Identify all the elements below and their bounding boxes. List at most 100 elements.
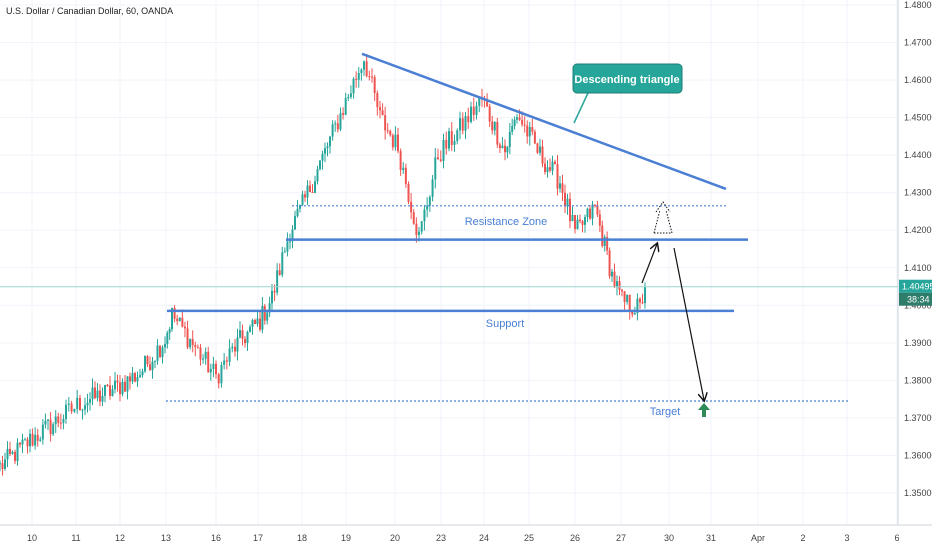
- candle-body: [437, 157, 439, 160]
- candle-body: [301, 194, 304, 205]
- candle-body: [407, 183, 410, 202]
- candle-body: [6, 448, 9, 460]
- candle-body: [244, 338, 246, 344]
- candle-body: [209, 368, 212, 373]
- candle-body: [551, 161, 554, 171]
- support-label: Support: [486, 318, 525, 330]
- candle-body: [281, 252, 284, 275]
- candle-body: [513, 119, 516, 127]
- candle-body: [594, 204, 596, 206]
- candles-layer: [0, 53, 646, 476]
- price-tick-label: 1.44000: [904, 150, 932, 160]
- candle-body: [261, 306, 264, 330]
- symbol-title: U.S. Dollar / Canadian Dollar, 60, OANDA: [6, 6, 173, 16]
- candle-body: [561, 183, 564, 193]
- candle-body: [239, 330, 241, 338]
- candle-body: [286, 241, 289, 252]
- candle-body: [181, 317, 184, 327]
- candle-body: [611, 271, 613, 277]
- candle-body: [29, 433, 31, 447]
- candle-body: [546, 167, 549, 173]
- candle-body: [114, 380, 116, 390]
- candle-body: [241, 330, 244, 339]
- candle-body: [131, 373, 134, 382]
- candle-body: [159, 345, 161, 357]
- candle-body: [618, 281, 621, 290]
- candle-body: [119, 382, 121, 395]
- descending-triangle-line[interactable]: [361, 52, 727, 191]
- candle-body: [486, 100, 489, 107]
- price-tick-label: 1.38000: [904, 375, 932, 385]
- candle-body: [256, 318, 259, 324]
- candle-body: [616, 281, 618, 287]
- candle-body: [521, 119, 524, 125]
- candle-body: [186, 328, 189, 348]
- current-price-badge: [899, 279, 932, 293]
- candle-body: [99, 390, 101, 402]
- date-tick-label: 17: [253, 533, 263, 543]
- candle-body: [36, 434, 39, 441]
- callout-box[interactable]: [572, 63, 683, 94]
- candle-body: [453, 141, 456, 145]
- current-price-label: 1.40495: [902, 282, 932, 292]
- candle-body: [204, 351, 207, 359]
- candle-body: [84, 405, 86, 410]
- candle-body: [249, 326, 251, 332]
- candle-body: [168, 329, 171, 333]
- candle-body: [283, 251, 286, 253]
- candle-body: [59, 422, 62, 424]
- candle-body: [349, 93, 352, 97]
- candle-body: [104, 385, 106, 396]
- candle-body: [225, 360, 228, 362]
- candle-body: [579, 219, 581, 222]
- candle-body: [404, 167, 407, 184]
- candle-body: [566, 198, 569, 207]
- candle-body: [412, 212, 415, 224]
- candle-body: [355, 78, 358, 80]
- candle-body: [154, 360, 156, 362]
- countdown-badge: [899, 292, 932, 306]
- candle-body: [559, 183, 561, 189]
- candle-body: [336, 123, 339, 130]
- date-tick-label: 23: [436, 533, 446, 543]
- date-tick-label: 18: [297, 533, 307, 543]
- candle-body: [259, 318, 261, 330]
- candle-body: [621, 289, 623, 292]
- candle-body: [54, 416, 57, 425]
- candle-body: [536, 143, 539, 153]
- candle-body: [251, 320, 254, 327]
- price-axis-background: [898, 0, 932, 550]
- candle-body: [639, 298, 641, 303]
- candle-body: [289, 241, 291, 243]
- candle-body: [410, 201, 413, 213]
- candle-body: [357, 73, 360, 80]
- candle-body: [472, 106, 475, 115]
- candle-body: [539, 146, 541, 153]
- candle-body: [445, 139, 448, 149]
- candle-body: [569, 198, 571, 222]
- candle-body: [0, 463, 1, 465]
- candle-body: [628, 294, 631, 312]
- candle-body: [141, 371, 144, 376]
- date-tick-label: 3: [844, 533, 849, 543]
- up-arrow: [641, 244, 657, 284]
- pullback-arrow: [653, 209, 673, 234]
- candle-body: [136, 377, 139, 382]
- date-tick-label: Apr: [751, 533, 765, 543]
- candle-body: [156, 345, 159, 361]
- candle-body: [44, 420, 47, 425]
- candle-body: [586, 208, 589, 218]
- candle-body: [344, 98, 347, 115]
- candle-body: [21, 439, 24, 445]
- candle-body: [161, 347, 164, 357]
- candle-body: [402, 167, 405, 170]
- candle-body: [329, 136, 331, 147]
- price-tick-label: 1.47000: [904, 38, 932, 48]
- candle-body: [397, 134, 399, 152]
- pullback-arrowhead: [655, 201, 671, 213]
- candle-body: [448, 131, 450, 149]
- price-tick-label: 1.41000: [904, 263, 932, 273]
- candle-body: [101, 395, 104, 402]
